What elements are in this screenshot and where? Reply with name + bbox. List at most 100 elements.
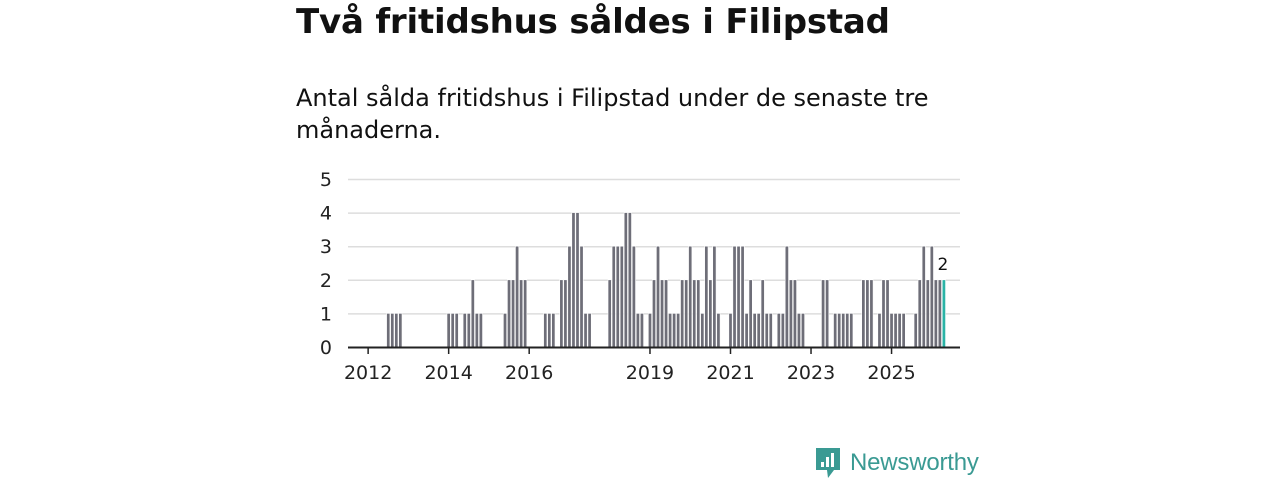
bar [845,313,850,348]
bar [611,245,616,348]
bar [801,313,805,348]
highlight-data-label: 2 [937,255,948,275]
bar [511,279,516,348]
bar-series [386,212,946,348]
bar [865,279,870,348]
bar [515,245,520,348]
bar [881,279,886,348]
bar [929,245,934,348]
bar [386,313,391,348]
x-tick-label: 2012 [344,362,392,384]
x-tick-label: 2019 [626,362,674,384]
bar [833,313,838,348]
bar [716,313,721,348]
highlight-bar [941,279,946,348]
bar [752,313,757,348]
y-axis-ticks: 0 1 2 3 4 5 [320,169,332,359]
bar [869,279,874,348]
bar [648,313,652,348]
bar [692,279,697,348]
bar [760,279,765,348]
bar [672,313,677,348]
bar [466,313,471,348]
bar [889,313,894,348]
bar [849,313,854,348]
bar [619,245,624,348]
bar [660,279,665,348]
bar [796,313,801,348]
bar [680,279,685,348]
bar [917,279,922,348]
bar [639,313,644,348]
bar [764,313,769,348]
bar [627,212,632,348]
y-tick-label: 4 [320,203,332,225]
bar [575,212,580,348]
bar [937,279,942,348]
bar [925,279,930,348]
bar [446,313,451,348]
newsworthy-logo-icon [816,448,840,478]
bar [776,313,781,348]
bar [607,279,612,348]
bar [736,245,741,348]
bar [478,313,483,348]
bar [792,279,797,348]
bar [503,313,507,348]
bar-chart: 0 1 2 3 4 5 2012 2014 2016 2019 2021 2023 2025 2 [320,169,960,384]
bar [390,313,395,348]
bar [615,245,620,348]
bar [635,313,640,348]
bar [519,279,524,348]
bar [547,313,552,348]
bar [543,313,548,348]
bar [732,245,737,348]
x-tick-label: 2021 [706,362,754,384]
brand-name: Newsworthy [850,449,979,476]
bar [563,279,568,348]
bar [559,279,564,348]
bar [579,245,584,348]
x-tick-label: 2014 [424,362,472,384]
bar [664,279,669,348]
y-tick-label: 5 [320,169,332,191]
bar [821,279,826,348]
bar [704,245,709,348]
x-axis-ticks: 2012 2014 2016 2019 2021 2023 2025 [344,347,916,384]
bar [676,313,681,348]
bar [901,313,906,348]
bar [507,279,512,348]
bar [631,245,636,348]
gridlines [348,178,960,315]
bar [523,279,528,348]
x-tick-label: 2016 [505,362,553,384]
bar [897,313,902,348]
bar [571,212,576,348]
bar [398,313,403,348]
bar [688,245,693,348]
bar [700,313,705,348]
bar [454,313,459,348]
bar [712,245,717,348]
chart-title: Två fritidshus såldes i Filipstad [296,2,890,42]
bar [933,279,938,348]
bar [623,212,628,348]
bar [462,313,467,348]
y-tick-label: 2 [320,270,332,292]
bar [913,313,918,348]
x-tick-label: 2023 [787,362,835,384]
bar [567,245,572,348]
bar [668,313,673,348]
bar [788,279,793,348]
bar [587,313,592,348]
bar [893,313,898,348]
y-tick-label: 0 [320,337,332,359]
bar [877,313,882,348]
bar [708,279,713,348]
bar [748,279,753,348]
bar [696,279,701,348]
bar [583,313,588,348]
bar [744,313,749,348]
bar [450,313,455,348]
bar [784,245,789,348]
